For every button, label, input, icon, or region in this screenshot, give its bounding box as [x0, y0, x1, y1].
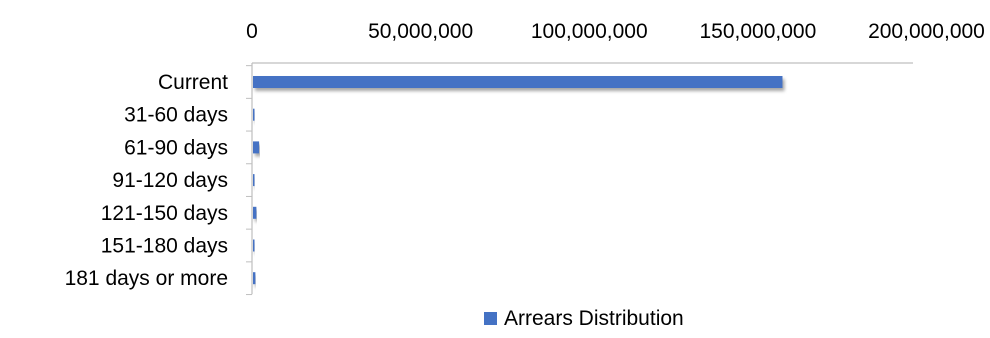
category-label: 61-90 days [124, 136, 228, 159]
bars [253, 76, 783, 285]
bar [253, 76, 783, 88]
category-label: 31-60 days [124, 104, 228, 127]
x-tick-label: 150,000,000 [699, 20, 816, 43]
x-tick-label: 100,000,000 [531, 20, 648, 43]
bar [253, 141, 260, 154]
bar [253, 272, 256, 285]
category-label: 91-120 days [112, 169, 228, 192]
legend-label: Arrears Distribution [504, 307, 684, 330]
bar [253, 108, 255, 121]
x-tick-label: 0 [246, 20, 258, 43]
legend-swatch [484, 312, 497, 325]
x-tick-labels: 0 50,000,000 100,000,000 150,000,000 200,000… [246, 20, 985, 43]
x-tick-label: 50,000,000 [368, 20, 473, 43]
category-label: 181 days or more [65, 267, 228, 290]
category-label: 121-150 days [101, 202, 228, 225]
category-label: Current [158, 71, 228, 94]
x-tick-label: 200,000,000 [868, 20, 985, 43]
category-labels: Current 31-60 days 61-90 days 91-120 days 12… [65, 71, 229, 290]
category-label: 151-180 days [101, 235, 228, 258]
legend: Arrears Distribution [484, 307, 684, 330]
bar [253, 206, 257, 219]
bar [253, 174, 255, 187]
axes [246, 62, 913, 296]
bar [253, 239, 255, 252]
